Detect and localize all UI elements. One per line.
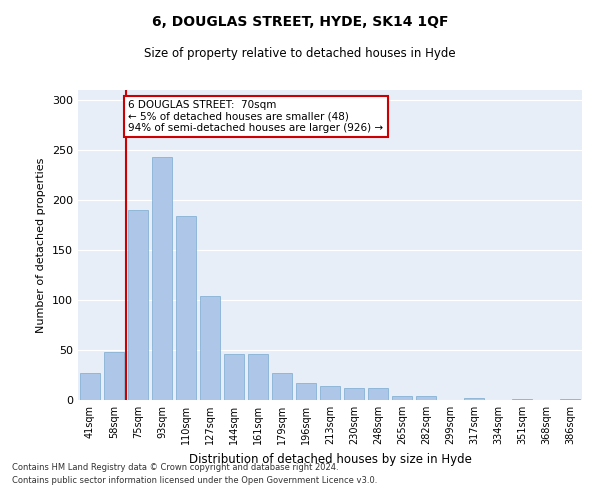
Bar — [560, 399, 580, 400]
Bar — [200, 296, 220, 400]
Bar — [464, 398, 484, 400]
Text: Contains HM Land Registry data © Crown copyright and database right 2024.: Contains HM Land Registry data © Crown c… — [12, 464, 338, 472]
Bar — [104, 352, 124, 400]
Bar — [392, 396, 412, 400]
Bar — [320, 386, 340, 400]
Bar — [296, 383, 316, 400]
Bar — [248, 354, 268, 400]
Bar — [512, 399, 532, 400]
Bar — [344, 388, 364, 400]
Bar — [272, 373, 292, 400]
Y-axis label: Number of detached properties: Number of detached properties — [37, 158, 46, 332]
Bar — [176, 216, 196, 400]
Bar — [128, 210, 148, 400]
Bar — [80, 373, 100, 400]
Bar — [152, 157, 172, 400]
Bar — [416, 396, 436, 400]
Text: Contains public sector information licensed under the Open Government Licence v3: Contains public sector information licen… — [12, 476, 377, 485]
Bar — [224, 354, 244, 400]
Text: 6 DOUGLAS STREET:  70sqm
← 5% of detached houses are smaller (48)
94% of semi-de: 6 DOUGLAS STREET: 70sqm ← 5% of detached… — [128, 100, 383, 133]
Text: Size of property relative to detached houses in Hyde: Size of property relative to detached ho… — [144, 48, 456, 60]
X-axis label: Distribution of detached houses by size in Hyde: Distribution of detached houses by size … — [188, 452, 472, 466]
Bar — [368, 388, 388, 400]
Text: 6, DOUGLAS STREET, HYDE, SK14 1QF: 6, DOUGLAS STREET, HYDE, SK14 1QF — [152, 15, 448, 29]
